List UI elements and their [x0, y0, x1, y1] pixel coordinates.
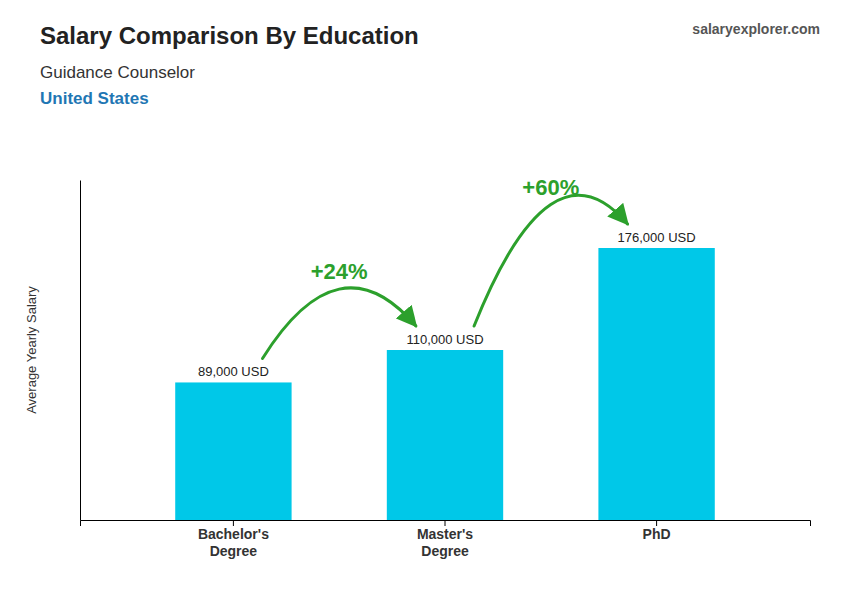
- bar: [387, 350, 503, 520]
- x-tick-label: Bachelor'sDegree: [198, 526, 269, 560]
- x-tick: PhD: [643, 520, 671, 542]
- annotations: +24% +60%: [263, 175, 628, 359]
- x-tick-label-line: Degree: [421, 543, 469, 559]
- y-axis-line: [80, 181, 81, 521]
- x-tick-label: PhD: [643, 526, 671, 542]
- bar: [598, 248, 714, 520]
- title: Salary Comparison By Education: [40, 22, 419, 49]
- x-axis: Bachelor'sDegreeMaster'sDegreePhD: [81, 520, 811, 559]
- change-label: +60%: [522, 175, 579, 200]
- x-tick-label-line: Master's: [417, 526, 473, 542]
- x-tick-label-line: Degree: [210, 543, 258, 559]
- x-tick-label-line: PhD: [643, 526, 671, 542]
- chart-container: Salary Comparison By Education Guidance C…: [0, 0, 850, 606]
- change-label: +24%: [311, 259, 368, 284]
- y-axis: [80, 181, 81, 521]
- data-label: 110,000 USD: [406, 332, 483, 347]
- y-axis-label: Average Yearly Salary: [24, 286, 39, 414]
- subtitle: Guidance Counselor: [40, 63, 195, 82]
- source-note: salaryexplorer.com: [692, 21, 820, 37]
- bars: [175, 248, 715, 520]
- subtitle: United States: [40, 89, 149, 108]
- data-label: 89,000 USD: [198, 364, 269, 379]
- x-tick: Bachelor'sDegree: [198, 520, 269, 559]
- change-arrow: [474, 195, 627, 326]
- data-labels: 89,000 USD 110,000 USD 176,000 USD: [198, 230, 696, 379]
- plot-area: Bachelor'sDegreeMaster'sDegreePhD89,000 …: [81, 175, 811, 560]
- x-tick-label: Master'sDegree: [417, 526, 473, 560]
- x-tick: Master'sDegree: [417, 520, 473, 559]
- bar: [175, 382, 291, 520]
- x-tick-label-line: Bachelor's: [198, 526, 269, 542]
- change-arrow: [263, 288, 416, 359]
- data-label: 176,000 USD: [618, 230, 696, 245]
- chart-svg: Salary Comparison By Education Guidance C…: [0, 0, 850, 606]
